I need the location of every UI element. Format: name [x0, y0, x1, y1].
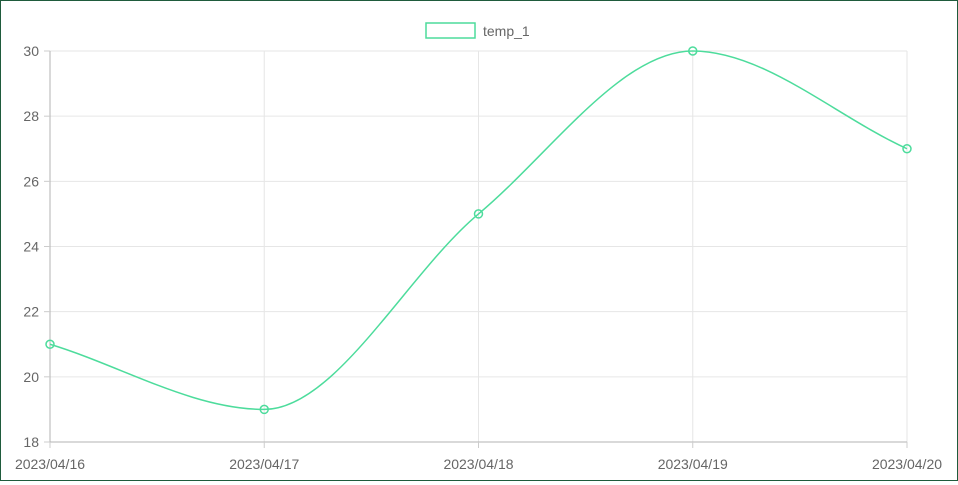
- y-tick-label: 18: [23, 434, 39, 450]
- x-tick-label: 2023/04/17: [229, 456, 299, 472]
- x-tick-label: 2023/04/18: [443, 456, 513, 472]
- series-layer: [45, 46, 912, 415]
- legend-swatch: [425, 22, 476, 39]
- x-tick-label: 2023/04/20: [872, 456, 942, 472]
- x-axis-ticks: 2023/04/16 2023/04/17 2023/04/18 2023/04/19…: [15, 442, 942, 472]
- grid-lines: [49, 50, 908, 443]
- x-tick-label: 2023/04/16: [15, 456, 85, 472]
- data-point: [45, 339, 55, 349]
- y-tick-label: 20: [23, 369, 39, 385]
- x-tick-label: 2023/04/19: [658, 456, 728, 472]
- y-tick-label: 22: [23, 304, 39, 320]
- legend-label[interactable]: temp_1: [483, 23, 530, 39]
- series-line-temp_1: [49, 50, 908, 411]
- data-point: [473, 209, 484, 219]
- y-tick-label: 24: [23, 239, 39, 255]
- data-point: [259, 404, 269, 415]
- y-tick-label: 30: [23, 43, 39, 59]
- y-axis-ticks: 18 20 22 24 26 28 30: [23, 43, 50, 450]
- y-tick-label: 26: [23, 173, 39, 189]
- data-point: [688, 46, 698, 56]
- legend[interactable]: temp_1: [425, 22, 530, 39]
- y-tick-label: 28: [23, 108, 39, 124]
- data-point: [902, 144, 912, 154]
